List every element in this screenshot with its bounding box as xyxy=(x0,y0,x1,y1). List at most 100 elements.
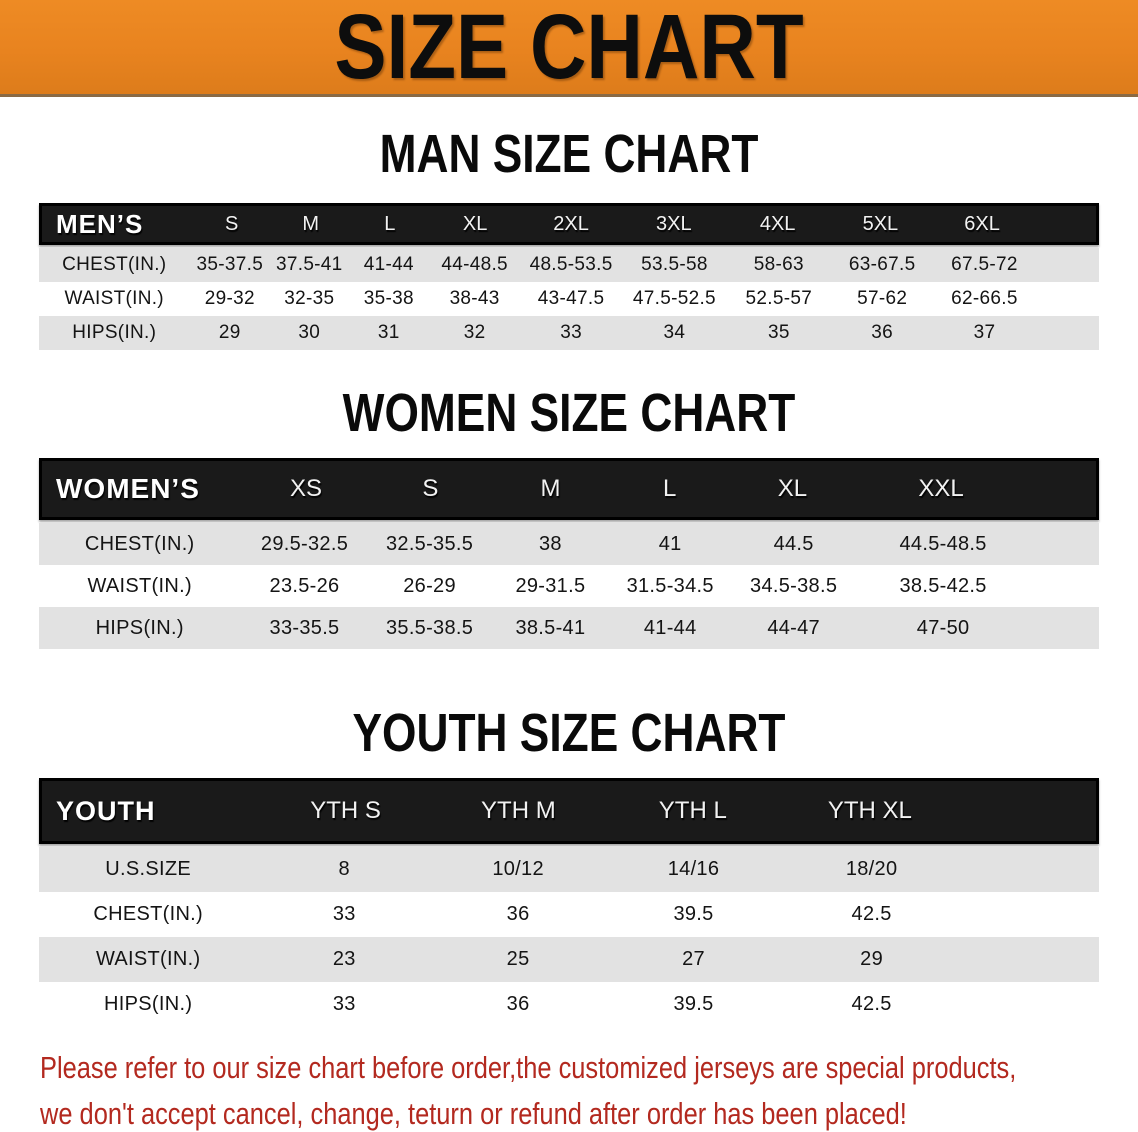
table-cell: 41 xyxy=(658,532,682,555)
row-label: HIPS(IN.) xyxy=(72,322,157,343)
size-column-header: S xyxy=(225,212,239,235)
table-header-row: YOUTH YTH S YTH M YTH L YTH XL xyxy=(39,778,1099,844)
table-cell: 29-32 xyxy=(204,288,255,309)
table-cell: 57-62 xyxy=(857,288,908,309)
table-cell: 44-47 xyxy=(767,616,820,639)
table-cell: 38.5-41 xyxy=(515,616,586,639)
row-label: CHEST(IN.) xyxy=(62,254,167,275)
youth-section-title: YOUTH SIZE CHART xyxy=(0,706,1138,760)
women-section-title: WOMEN SIZE CHART xyxy=(0,386,1138,440)
table-cell: 30 xyxy=(298,322,321,343)
table-cell: 35.5-38.5 xyxy=(385,616,474,639)
table-cell: 36 xyxy=(506,993,530,1015)
youth-section-title-text: YOUTH SIZE CHART xyxy=(352,703,786,763)
table-cell: 14/16 xyxy=(667,858,720,880)
size-column-header: XS xyxy=(290,475,323,502)
size-column-header: 5XL xyxy=(862,212,899,235)
table-cell: 34.5-38.5 xyxy=(750,574,838,597)
banner: SIZE CHART xyxy=(0,0,1138,97)
table-cell: 27 xyxy=(682,948,705,970)
size-column-header: 3XL xyxy=(656,212,692,235)
table-cell: 38 xyxy=(538,532,562,555)
size-column-header: M xyxy=(302,212,320,235)
table-cell: 41-44 xyxy=(643,616,697,639)
table-cell: 33 xyxy=(332,993,356,1015)
table-row: WAIST(IN.) 23 25 27 29 xyxy=(39,937,1099,982)
banner-title: SIZE CHART xyxy=(334,0,804,98)
table-cell: 44-48.5 xyxy=(441,254,508,275)
table-cell: 8 xyxy=(338,858,350,880)
table-cell: 29.5-32.5 xyxy=(260,532,349,555)
disclaimer: Please refer to our size chart before or… xyxy=(40,1045,1138,1132)
table-cell: 37 xyxy=(973,322,996,343)
table-cell: 44.5-48.5 xyxy=(899,532,987,555)
size-column-header: S xyxy=(422,475,439,502)
row-label: CHEST(IN.) xyxy=(93,903,204,925)
table-cell: 47-50 xyxy=(916,616,970,639)
table-cell: 35-38 xyxy=(363,288,414,309)
size-column-header: XXL xyxy=(918,475,964,502)
size-column-header: 6XL xyxy=(964,212,1000,235)
table-cell: 29 xyxy=(860,948,884,970)
table-cell: 36 xyxy=(506,903,530,925)
table-cell: 43-47.5 xyxy=(537,288,605,309)
size-column-header: XL xyxy=(777,475,808,502)
table-row: U.S.SIZE 8 10/12 14/16 18/20 xyxy=(39,847,1099,892)
table-cell: 32-35 xyxy=(284,288,335,309)
table-cell: 41-44 xyxy=(363,254,414,275)
table-cell: 29-31.5 xyxy=(515,574,586,597)
table-cell: 29 xyxy=(218,322,241,343)
table-cell: 32 xyxy=(463,322,486,343)
table-cell: 33 xyxy=(560,322,582,343)
table-cell: 25 xyxy=(506,948,530,970)
table-cell: 31 xyxy=(377,322,400,343)
youth-size-table: YOUTH YTH S YTH M YTH L YTH XL U.S.SIZE 8 10/12… xyxy=(39,778,1099,1027)
table-cell: 23.5-26 xyxy=(269,574,340,597)
table-header-label: MEN’S xyxy=(56,208,144,239)
table-cell: 42.5 xyxy=(851,903,892,925)
table-cell: 42.5 xyxy=(851,993,892,1015)
table-cell: 39.5 xyxy=(673,993,714,1015)
table-cell: 34 xyxy=(663,322,686,343)
table-cell: 58-63 xyxy=(753,254,804,275)
disclaimer-line-1: Please refer to our size chart before or… xyxy=(40,1050,1017,1085)
table-cell: 47.5-52.5 xyxy=(632,288,716,309)
size-column-header: L xyxy=(384,212,396,235)
table-cell: 62-66.5 xyxy=(951,288,1018,309)
size-column-header: 4XL xyxy=(759,212,796,235)
table-cell: 31.5-34.5 xyxy=(626,574,714,597)
table-cell: 63-67.5 xyxy=(848,254,916,275)
table-row: WAIST(IN.) 29-32 32-35 35-38 38-43 43-47.5 47.… xyxy=(39,282,1099,316)
row-label: CHEST(IN.) xyxy=(84,532,195,555)
row-label: WAIST(IN.) xyxy=(87,574,192,597)
table-cell: 18/20 xyxy=(845,858,898,880)
table-row: HIPS(IN.) 33 36 39.5 42.5 xyxy=(39,982,1099,1027)
size-column-header: YTH S xyxy=(310,797,381,824)
table-cell: 38.5-42.5 xyxy=(899,574,987,597)
table-cell: 23 xyxy=(332,948,356,970)
table-row: HIPS(IN.) 29 30 31 32 33 34 35 36 37 xyxy=(39,316,1099,350)
size-column-header: YTH L xyxy=(658,797,727,824)
table-row: HIPS(IN.) 33-35.5 35.5-38.5 38.5-41 41-44 44-… xyxy=(39,607,1099,649)
table-cell: 10/12 xyxy=(492,858,544,880)
table-header-row: WOMEN’S XS S M L XL XXL xyxy=(39,458,1099,520)
table-cell: 32.5-35.5 xyxy=(385,532,474,555)
table-cell: 36 xyxy=(871,322,894,343)
table-cell: 38-43 xyxy=(449,288,500,309)
table-header-label: WOMEN’S xyxy=(56,473,200,504)
table-row: CHEST(IN.) 33 36 39.5 42.5 xyxy=(39,892,1099,937)
row-label: WAIST(IN.) xyxy=(64,288,164,309)
women-section-title-text: WOMEN SIZE CHART xyxy=(342,383,796,443)
table-cell: 53.5-58 xyxy=(641,254,708,275)
table-row: CHEST(IN.) 35-37.5 37.5-41 41-44 44-48.5 48.5… xyxy=(39,248,1099,282)
table-cell: 44.5 xyxy=(773,532,814,555)
table-cell: 33 xyxy=(332,903,356,925)
table-header-row: MEN’S S M L XL 2XL 3XL 4XL 5XL 6XL xyxy=(39,203,1099,245)
row-label: WAIST(IN.) xyxy=(95,948,201,970)
table-cell: 37.5-41 xyxy=(276,254,343,275)
size-column-header: L xyxy=(662,475,677,502)
table-cell: 52.5-57 xyxy=(745,288,813,309)
size-column-header: XL xyxy=(462,212,488,235)
row-label: HIPS(IN.) xyxy=(104,993,193,1015)
